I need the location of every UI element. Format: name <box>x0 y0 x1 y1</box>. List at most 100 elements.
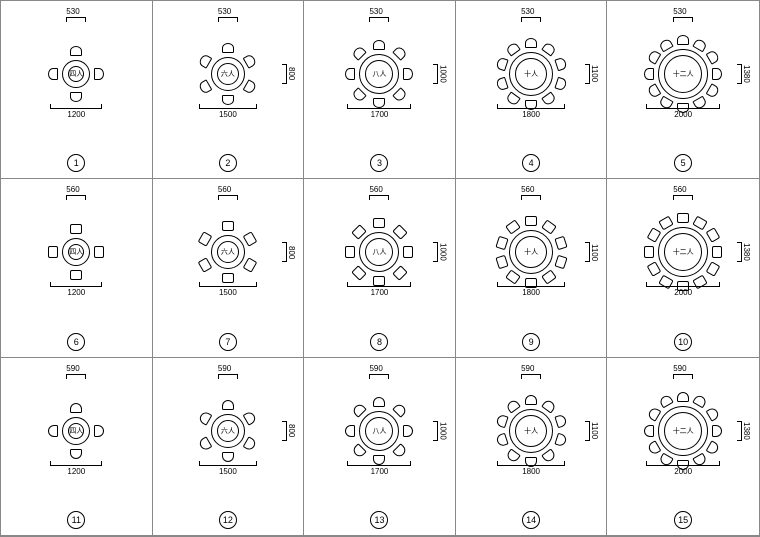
chair <box>198 232 213 247</box>
diagram-grid: 530四人12001530六人80015002530八人100017003530… <box>0 0 760 537</box>
table-label: 十人 <box>524 426 538 436</box>
dim-height: 1380 <box>736 421 751 441</box>
dim-overall: 1700 <box>347 104 411 119</box>
chair <box>243 436 258 451</box>
dim-value: 590 <box>521 364 534 373</box>
chair <box>373 218 385 228</box>
dim-height: 1100 <box>584 421 599 441</box>
figure: 530六人8001500 <box>158 9 298 139</box>
dim-value: 2000 <box>674 467 692 476</box>
chair <box>644 68 654 80</box>
chair <box>222 221 234 231</box>
dim-chair-width: 530 <box>369 7 389 22</box>
dim-chair-width: 530 <box>673 7 693 22</box>
table-cell-2: 530六人80015002 <box>153 1 305 179</box>
dim-height: 1380 <box>736 242 751 262</box>
dim-chair-width: 560 <box>369 185 389 200</box>
table-top: 十二人 <box>658 49 708 99</box>
figure: 530十人11001800 <box>461 9 601 139</box>
dim-chair-width: 590 <box>369 364 389 379</box>
figure-number: 15 <box>674 511 692 529</box>
chair <box>70 449 82 459</box>
dim-value: 1700 <box>371 110 389 119</box>
chair <box>554 255 567 270</box>
chair <box>646 262 661 277</box>
table-cell-8: 560八人100017008 <box>304 179 456 357</box>
table-top: 八人 <box>359 232 399 272</box>
chair <box>345 425 355 437</box>
dim-chair-width: 590 <box>218 364 238 379</box>
dim-value: 1380 <box>742 65 751 83</box>
chair <box>94 68 104 80</box>
table-cell-11: 590四人120011 <box>1 358 153 536</box>
dim-height: 800 <box>281 64 296 84</box>
table-top: 十人 <box>509 230 553 274</box>
chair <box>70 92 82 102</box>
figure-number: 2 <box>219 154 237 172</box>
chair <box>705 49 720 64</box>
figure-number: 1 <box>67 154 85 172</box>
dim-value: 1200 <box>67 467 85 476</box>
dim-value: 1200 <box>67 288 85 297</box>
dim-value: 530 <box>521 7 534 16</box>
dim-height: 1100 <box>584 242 599 262</box>
chair <box>554 76 567 91</box>
chair <box>351 87 367 103</box>
chair <box>677 35 689 45</box>
dim-value: 1380 <box>742 243 751 261</box>
chair <box>644 425 654 437</box>
table-top: 十人 <box>509 409 553 453</box>
table-label: 八人 <box>372 69 386 79</box>
chair <box>243 79 258 94</box>
dim-value: 530 <box>369 7 382 16</box>
figure: 590四人1200 <box>6 366 146 496</box>
table-top: 六人 <box>211 414 245 448</box>
chair <box>692 216 707 231</box>
table-cell-5: 530十二人138020005 <box>607 1 759 179</box>
table-label: 十人 <box>524 69 538 79</box>
figure-number: 13 <box>370 511 388 529</box>
chair <box>70 46 82 56</box>
dim-value: 800 <box>287 67 296 80</box>
dim-overall: 2000 <box>646 282 720 297</box>
dim-value: 1500 <box>219 110 237 119</box>
table-label: 四人 <box>69 247 83 257</box>
figure: 530 八人 1000 1700 <box>309 9 449 139</box>
table-top: 四人 <box>62 417 90 445</box>
table-top: 四人 <box>62 238 90 266</box>
dim-overall: 1800 <box>497 282 565 297</box>
chair <box>198 53 213 68</box>
dim-height: 800 <box>281 242 296 262</box>
dim-overall: 1500 <box>199 282 257 297</box>
dim-value: 2000 <box>674 110 692 119</box>
dim-value: 530 <box>673 7 686 16</box>
table-top: 十二人 <box>658 227 708 277</box>
chair <box>373 40 385 50</box>
chair <box>542 220 558 235</box>
chair <box>351 443 367 459</box>
dim-chair-width: 530 <box>66 7 86 22</box>
chair <box>198 410 213 425</box>
chair <box>222 43 234 53</box>
chair <box>70 224 82 234</box>
chair <box>646 83 661 98</box>
dim-value: 1000 <box>438 65 447 83</box>
chair <box>373 397 385 407</box>
chair <box>646 440 661 455</box>
table-top: 八人 <box>359 54 399 94</box>
chair <box>392 443 408 459</box>
chair <box>705 440 720 455</box>
chair <box>392 87 408 103</box>
table-top: 八人 <box>359 411 399 451</box>
chair <box>554 57 567 72</box>
table-label: 六人 <box>221 426 235 436</box>
chair <box>646 406 661 421</box>
figure: 560 十二人 1380 2000 <box>613 187 753 317</box>
dim-value: 560 <box>673 185 686 194</box>
dim-value: 590 <box>673 364 686 373</box>
chair <box>505 220 521 235</box>
dim-overall: 1200 <box>50 104 102 119</box>
dim-value: 560 <box>66 185 79 194</box>
dim-value: 590 <box>218 364 231 373</box>
chair <box>345 68 355 80</box>
